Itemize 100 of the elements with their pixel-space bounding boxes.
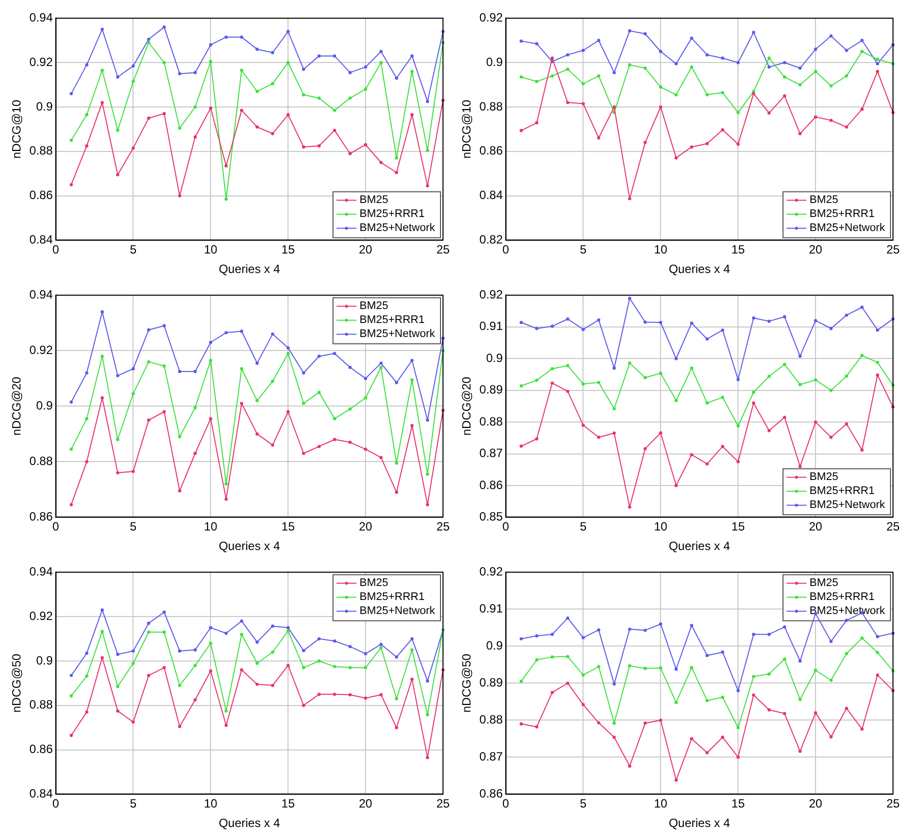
legend-label: BM25+Network: [360, 222, 436, 234]
y-axis-title: nDCG@20: [460, 376, 474, 436]
y-tick-label: 0.84: [29, 786, 54, 801]
legend-label: BM25+RRR1: [360, 208, 425, 220]
legend-label: BM25: [810, 577, 838, 590]
x-axis-title: Queries x 4: [668, 816, 730, 830]
x-tick-label: 5: [580, 242, 587, 257]
x-tick-label: 10: [204, 520, 218, 534]
y-tick-label: 0.86: [479, 786, 504, 801]
y-tick-label: 0.9: [36, 398, 54, 413]
y-tick-label: 0.92: [479, 10, 504, 25]
x-axis-title: Queries x 4: [668, 262, 730, 276]
y-tick-label: 0.87: [479, 446, 504, 460]
legend-label: BM25+RRR1: [360, 314, 425, 326]
x-tick-label: 25: [886, 520, 900, 534]
y-tick-label: 0.9: [486, 350, 504, 365]
y-tick-label: 0.84: [29, 232, 54, 247]
y-axis-title: nDCG@10: [10, 99, 24, 159]
y-axis-title: nDCG@20: [10, 376, 24, 436]
x-tick-label: 5: [580, 796, 587, 811]
y-axis-title: nDCG@50: [460, 653, 474, 713]
legend-label: BM25+Network: [810, 222, 886, 234]
x-axis-title: Queries x 4: [668, 539, 730, 554]
x-tick-label: 20: [358, 796, 373, 811]
y-tick-label: 0.88: [29, 698, 54, 712]
x-tick-label: 0: [52, 242, 60, 257]
legend-label: BM25: [810, 194, 838, 206]
x-tick-label: 25: [436, 242, 450, 257]
y-tick-label: 0.88: [479, 99, 504, 114]
y-tick-label: 0.86: [29, 188, 54, 202]
y-tick-label: 0.91: [479, 319, 504, 334]
legend-label: BM25: [810, 471, 838, 484]
x-tick-label: 15: [731, 242, 746, 257]
x-tick-label: 20: [808, 242, 823, 257]
x-tick-label: 5: [130, 796, 137, 811]
x-tick-label: 10: [654, 520, 668, 534]
y-tick-label: 0.9: [36, 653, 54, 668]
y-tick-label: 0.94: [29, 564, 54, 579]
x-tick-label: 5: [130, 242, 137, 257]
legend-label: BM25: [360, 577, 388, 590]
legend-label: BM25+Network: [360, 605, 436, 618]
x-tick-label: 0: [502, 242, 510, 257]
y-tick-label: 0.9: [36, 99, 54, 114]
y-tick-label: 0.94: [29, 10, 54, 25]
y-tick-label: 0.88: [29, 454, 54, 468]
legend-label: BM25+Network: [360, 328, 436, 340]
y-axis-title: nDCG@50: [10, 653, 24, 713]
x-tick-label: 25: [886, 796, 900, 811]
y-tick-label: 0.82: [479, 232, 504, 247]
x-tick-label: 20: [358, 520, 373, 534]
x-axis-title: Queries x 4: [218, 539, 280, 554]
legend-label: BM25: [360, 194, 388, 206]
legend-label: BM25+RRR1: [810, 485, 875, 498]
legend-label: BM25+RRR1: [810, 591, 875, 604]
x-tick-label: 15: [731, 796, 746, 811]
x-tick-label: 25: [436, 796, 450, 811]
x-tick-label: 15: [731, 520, 746, 534]
x-axis-title: Queries x 4: [218, 262, 280, 276]
y-tick-label: 0.87: [479, 750, 504, 764]
legend-label: BM25+Network: [810, 605, 886, 618]
x-tick-label: 20: [808, 796, 823, 811]
x-tick-label: 10: [654, 242, 668, 257]
y-tick-label: 0.85: [479, 510, 504, 524]
y-tick-label: 0.92: [29, 343, 54, 358]
y-tick-label: 0.94: [29, 288, 54, 302]
y-tick-label: 0.86: [479, 144, 504, 158]
y-tick-label: 0.86: [479, 478, 504, 492]
x-tick-label: 20: [808, 520, 823, 534]
y-tick-label: 0.92: [479, 564, 504, 579]
legend-label: BM25: [360, 300, 388, 312]
y-tick-label: 0.89: [479, 676, 504, 690]
y-tick-label: 0.91: [479, 602, 504, 616]
y-axis-title: nDCG@10: [460, 99, 474, 159]
x-tick-label: 15: [281, 242, 296, 257]
y-tick-label: 0.88: [29, 144, 54, 158]
x-tick-label: 10: [654, 796, 668, 811]
y-tick-label: 0.86: [29, 510, 54, 524]
y-tick-label: 0.92: [29, 54, 54, 69]
x-axis-title: Queries x 4: [218, 816, 280, 830]
x-tick-label: 0: [502, 796, 510, 811]
legend-label: BM25+RRR1: [360, 591, 425, 604]
y-tick-label: 0.88: [479, 414, 504, 428]
x-tick-label: 25: [886, 242, 900, 257]
legend-label: BM25+RRR1: [810, 208, 875, 220]
x-tick-label: 10: [204, 242, 218, 257]
y-tick-label: 0.88: [479, 712, 504, 727]
y-tick-label: 0.92: [479, 288, 504, 302]
x-tick-label: 0: [502, 520, 510, 534]
x-tick-label: 25: [436, 520, 450, 534]
y-tick-label: 0.92: [29, 608, 54, 623]
x-tick-label: 0: [52, 520, 60, 534]
x-tick-label: 10: [204, 796, 218, 811]
x-tick-label: 15: [281, 520, 296, 534]
y-tick-label: 0.9: [486, 638, 504, 653]
x-tick-label: 15: [281, 796, 296, 811]
x-tick-label: 0: [52, 796, 60, 811]
x-tick-label: 5: [580, 520, 587, 534]
legend-label: BM25+Network: [810, 499, 886, 512]
x-tick-label: 20: [358, 242, 373, 257]
y-tick-label: 0.86: [29, 742, 54, 756]
